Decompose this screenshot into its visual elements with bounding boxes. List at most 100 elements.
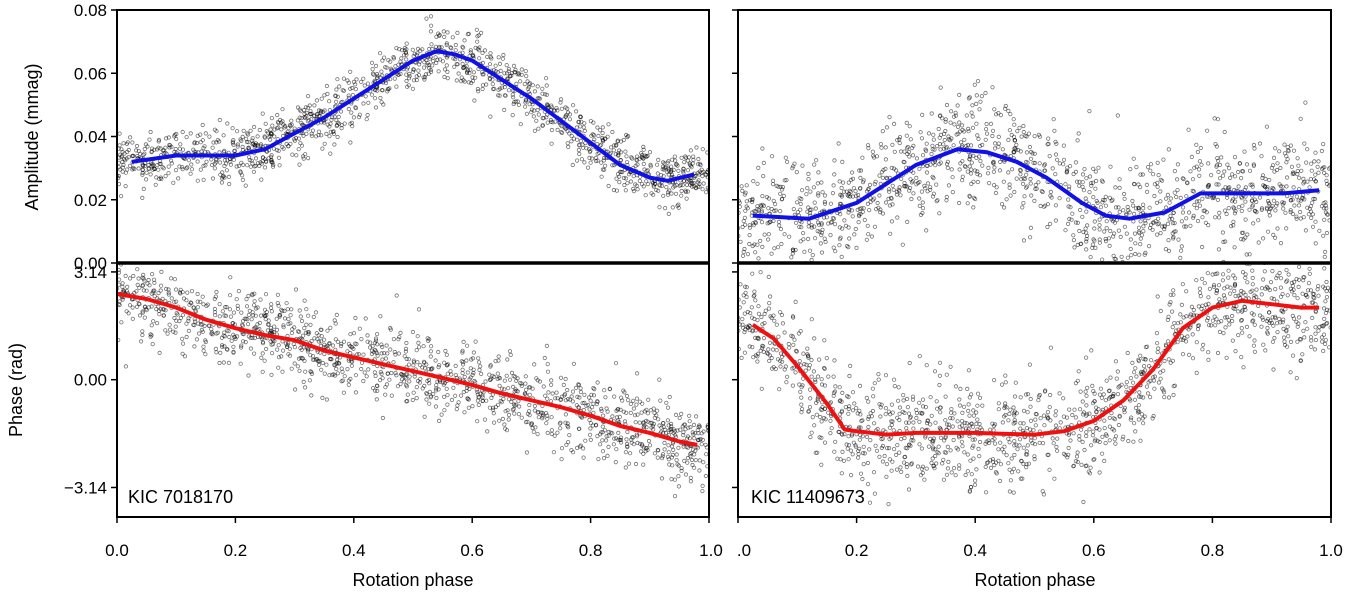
amplitude-point — [1267, 177, 1272, 183]
amplitude-point — [1185, 181, 1190, 186]
amplitude-point — [1155, 180, 1160, 185]
amplitude-point — [532, 108, 537, 113]
phase-point — [1252, 293, 1257, 298]
phase-point — [957, 424, 962, 429]
phase-point — [480, 398, 485, 403]
amplitude-point — [778, 226, 784, 232]
amplitude-point — [209, 157, 214, 162]
phase-point — [549, 428, 555, 433]
phase-point — [599, 430, 604, 435]
phase-point — [401, 379, 407, 384]
phase-point — [346, 382, 351, 387]
amplitude-point — [833, 249, 838, 254]
phase-point — [1277, 316, 1282, 321]
phase-point — [822, 366, 827, 371]
amplitude-point — [1311, 196, 1316, 201]
phase-point — [182, 354, 188, 359]
amplitude-point — [750, 197, 755, 203]
phase-point — [569, 394, 574, 399]
amplitude-point — [1029, 193, 1034, 198]
phase-point — [398, 381, 403, 387]
phase-point — [1006, 418, 1011, 423]
phase-point — [510, 407, 515, 412]
phase-point — [1271, 296, 1277, 302]
phase-point — [886, 501, 891, 507]
phase-point — [173, 330, 178, 335]
amplitude-point — [468, 50, 473, 55]
phase-point — [372, 388, 378, 393]
amplitude-point — [120, 159, 125, 164]
amplitude-point — [1012, 122, 1017, 127]
phase-point — [889, 422, 894, 428]
phase-point — [679, 466, 684, 471]
phase-point — [532, 408, 538, 413]
amplitude-point — [1194, 206, 1199, 211]
phase-point — [250, 310, 255, 315]
amplitude-point — [612, 143, 617, 148]
amplitude-point — [1098, 205, 1104, 210]
phase-point — [821, 365, 827, 371]
amplitude-point — [1278, 241, 1284, 246]
amplitude-point — [437, 57, 443, 62]
amplitude-point — [890, 183, 895, 188]
phase-point — [244, 316, 249, 321]
amplitude-point — [676, 168, 681, 173]
amplitude-point — [744, 199, 749, 204]
amplitude-point — [156, 145, 161, 150]
phase-point — [169, 276, 174, 281]
phase-point — [275, 300, 280, 306]
phase-point — [605, 453, 610, 458]
phase-point — [453, 393, 458, 398]
amplitude-point — [681, 166, 686, 172]
amplitude-point — [148, 172, 153, 177]
amplitude-point — [805, 236, 811, 242]
phase-point — [552, 433, 557, 438]
phase-point — [1239, 318, 1244, 323]
phase-point — [415, 378, 421, 384]
amplitude-point — [1138, 219, 1143, 224]
phase-point — [384, 343, 389, 348]
phase-point — [659, 456, 665, 461]
phase-point — [393, 352, 398, 357]
amplitude-point — [375, 73, 380, 78]
phase-point — [433, 358, 438, 363]
phase-point — [1081, 410, 1087, 415]
phase-point — [341, 339, 347, 344]
phase-point — [297, 308, 302, 313]
phase-point — [272, 324, 277, 329]
amplitude-point — [422, 77, 427, 82]
amplitude-point — [858, 168, 864, 173]
phase-point — [750, 271, 755, 276]
amplitude-point — [819, 250, 825, 255]
phase-point — [545, 430, 550, 435]
phase-point — [405, 392, 410, 397]
phase-point — [588, 398, 593, 403]
amplitude-point — [218, 160, 223, 165]
amplitude-point — [657, 205, 662, 210]
phase-point — [120, 284, 125, 289]
amplitude-point — [252, 124, 257, 130]
phase-point — [238, 361, 243, 366]
phase-point — [1278, 276, 1284, 281]
phase-point — [567, 432, 572, 438]
amplitude-point — [1217, 176, 1223, 181]
phase-point — [749, 305, 754, 310]
phase-point — [1089, 443, 1094, 448]
amplitude-point — [184, 166, 189, 171]
amplitude-point — [991, 183, 997, 188]
phase-point — [551, 450, 557, 455]
phase-point — [858, 471, 864, 476]
amplitude-point — [611, 187, 617, 193]
amplitude-point — [1214, 164, 1219, 169]
phase-point — [246, 321, 251, 327]
amplitude-point — [1225, 162, 1230, 167]
phase-point — [813, 379, 818, 384]
amplitude-point — [962, 137, 967, 142]
phase-point — [656, 417, 661, 422]
amplitude-point — [473, 75, 478, 80]
amplitude-point — [450, 35, 455, 40]
amplitude-point — [151, 163, 156, 168]
phase-point — [669, 444, 675, 449]
phase-point — [595, 380, 600, 385]
phase-point — [1254, 255, 1257, 258]
